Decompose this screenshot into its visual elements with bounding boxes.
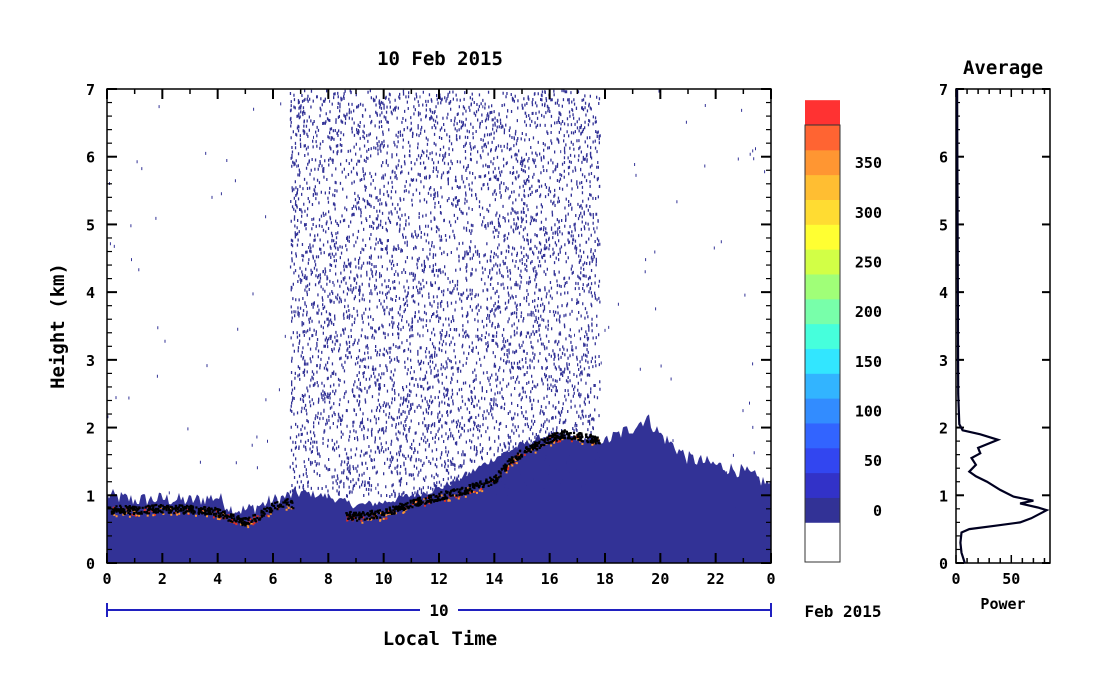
colorbar-swatch: [805, 373, 840, 399]
y-tick-label: 5: [86, 216, 95, 234]
x-tick-label: 0: [766, 570, 775, 588]
colorbar: 0 50 100 150 200 250 300 350: [804, 100, 882, 563]
x-axis-label: Local Time: [383, 628, 497, 650]
colorbar-frame: [804, 124, 841, 563]
profile-x-tick-label: 50: [1002, 570, 1020, 588]
y-tick-label: 4: [86, 284, 95, 302]
x-tick-label: 22: [707, 570, 725, 588]
y-tick-label: 2: [86, 420, 95, 438]
profile-title: Average: [963, 57, 1043, 79]
colorbar-swatch: [805, 497, 840, 523]
profile-y-tick-label: 4: [939, 284, 948, 302]
x-tick-label: 0: [102, 570, 111, 588]
profile-plot-frame: [955, 88, 1051, 564]
x-tick-label: 2: [158, 570, 167, 588]
x-tick-label: 16: [541, 570, 559, 588]
colorbar-swatch: [805, 298, 840, 325]
colorbar-swatch: [805, 174, 840, 200]
x-tick-label: 12: [430, 570, 448, 588]
colorbar-swatch: [805, 125, 840, 151]
profile-y-tick-label: 5: [939, 216, 948, 234]
x-tick-label: 20: [651, 570, 669, 588]
colorbar-tick-label: 350: [855, 154, 882, 172]
y-tick-label: 6: [86, 149, 95, 167]
x-tick-label: 10: [375, 570, 393, 588]
colorbar-swatch: [805, 522, 840, 562]
colorbar-swatch: [805, 224, 840, 250]
date-bar-day: 10: [429, 601, 448, 620]
profile-y-tick-label: 1: [939, 487, 948, 505]
profile-y-tick-label: 6: [939, 149, 948, 167]
colorbar-swatch: [805, 273, 840, 300]
profile-y-tick-label: 0: [939, 555, 948, 573]
average-power-profile-line: [956, 88, 1050, 564]
y-tick-label: 7: [86, 81, 95, 99]
colorbar-tick-label: 50: [864, 452, 882, 470]
boundary-layer-fill: [107, 414, 771, 563]
colorbar-swatch: [805, 398, 840, 424]
y-axis-label: Height (km): [47, 263, 69, 389]
x-tick-label: 18: [596, 570, 614, 588]
profile-x-tick-label: 0: [951, 570, 960, 588]
y-tick-label: 3: [86, 352, 95, 370]
layer-edge-orange: [112, 437, 599, 529]
colorbar-tick-label: 100: [855, 403, 882, 421]
main-chart-title: 10 Feb 2015: [377, 48, 503, 70]
x-tick-label: 4: [213, 570, 222, 588]
y-tick-label: 1: [86, 487, 95, 505]
colorbar-tick-label: 0: [873, 502, 882, 520]
date-bar-month-year: Feb 2015: [804, 602, 881, 621]
colorbar-swatch: [805, 447, 840, 474]
colorbar-swatch: [805, 348, 840, 374]
colorbar-swatch: [805, 100, 840, 126]
profile-y-tick-label: 2: [939, 420, 948, 438]
colorbar-swatch: [805, 249, 840, 275]
colorbar-swatch: [805, 323, 840, 349]
x-tick-label: 14: [485, 570, 503, 588]
noise-speckle: [107, 89, 766, 563]
date-bar-gap: [420, 600, 458, 620]
colorbar-tick-label: 250: [855, 254, 882, 272]
y-tick-label: 0: [86, 555, 95, 573]
colorbar-swatch: [805, 422, 840, 449]
heatmap-area: [107, 89, 771, 563]
colorbar-tick-label: 150: [855, 353, 882, 371]
x-tick-label: 8: [324, 570, 333, 588]
x-tick-label: 6: [268, 570, 277, 588]
profile-x-label: Power: [980, 595, 1025, 613]
profile-y-tick-label: 3: [939, 352, 948, 370]
profile-y-tick-label: 7: [939, 81, 948, 99]
colorbar-tick-label: 200: [855, 303, 882, 321]
colorbar-swatch: [805, 472, 840, 498]
colorbar-swatch: [805, 199, 840, 225]
colorbar-swatch: [805, 149, 840, 176]
colorbar-tick-label: 300: [855, 204, 882, 222]
